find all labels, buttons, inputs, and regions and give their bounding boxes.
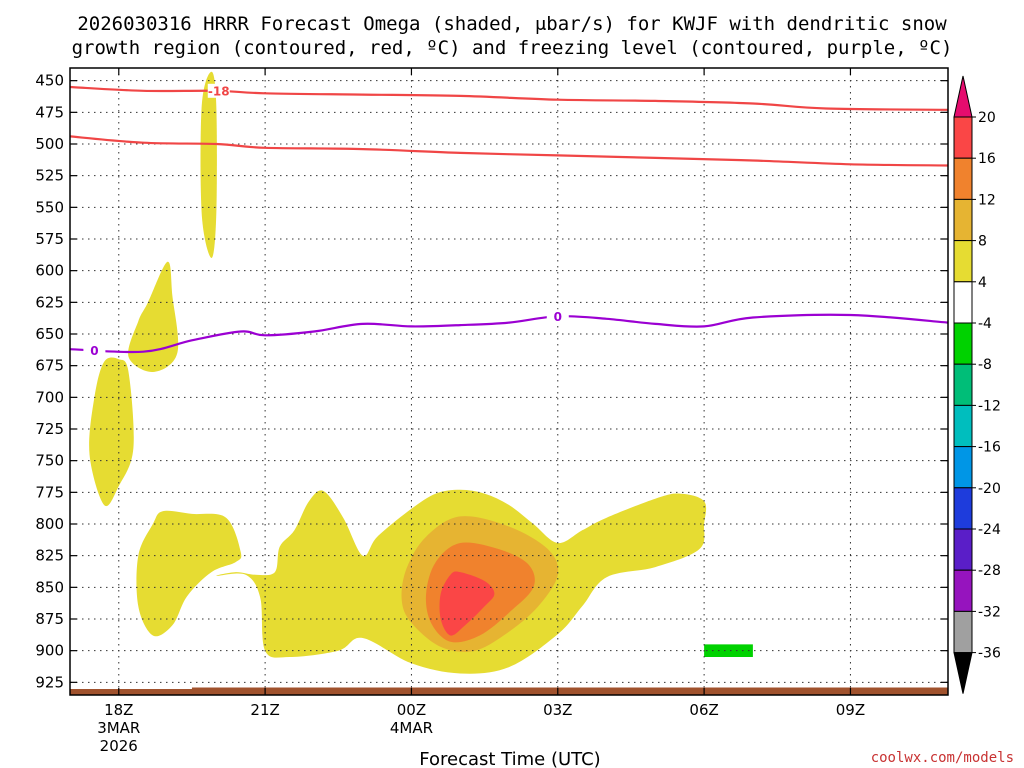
omega-region-3 [136,510,242,637]
x-tick-label-06Z: 06Z [689,701,718,719]
colorbar-band-3 [953,198,973,242]
x-tick-label-03Z: 03Z [543,701,572,719]
colorbar-band-12 [953,569,973,612]
contour-label-minus18: -18 [208,84,230,98]
colorbar-band-13 [953,610,973,654]
x-tick-sublabel-18Z: 3MAR [97,719,140,737]
y-tick-label-700: 700 [35,388,64,406]
contour-label-0-left-bg [83,343,106,358]
terrain-surface [70,687,948,695]
omega-region-8 [704,644,753,657]
y-tick-label-500: 500 [35,135,64,153]
y-tick-label-900: 900 [35,642,64,660]
y-tick-label-850: 850 [35,578,64,596]
colorbar-band-7 [953,363,973,406]
contour-label-0-right: 0 [554,310,562,324]
watermark: coolwx.com/models [871,750,1014,766]
contour-label-minus18-bg [207,83,230,98]
colorbar-tick-label-2: 12 [978,192,996,208]
colorbar-band-6 [953,322,973,365]
colorbar-band-10 [953,487,973,530]
y-tick-label-525: 525 [35,167,64,185]
x-tick-sublabel-00Z: 4MAR [390,719,433,737]
colorbar-band-4 [953,240,973,283]
chart-title-line1: 2026030316 HRRR Forecast Omega (shaded, … [77,13,947,35]
omega-region-1 [128,261,179,373]
colorbar-tick-label-1: 16 [978,151,996,167]
y-tick-label-725: 725 [35,420,64,438]
colorbar-band-5 [953,281,973,324]
colorbar-top-arrow [953,75,973,118]
contour-label-0-right-bg [546,309,569,324]
x-tick-label-00Z: 00Z [397,701,426,719]
contour-label-0-left: 0 [90,344,98,358]
x-axis-label: Forecast Time (UTC) [419,749,600,768]
colorbar-tick-label-5: -4 [978,316,992,332]
colorbar-tick-label-6: -8 [978,357,992,373]
contour-line-1 [70,135,948,167]
y-tick-label-675: 675 [35,357,64,375]
colorbar-tick-label-12: -32 [978,604,1001,620]
omega-region-0 [200,71,217,258]
contour-line-2 [70,313,948,354]
omega-region-7 [439,571,495,636]
colorbar-tick-label-11: -28 [978,563,1001,579]
y-tick-label-450: 450 [35,72,64,90]
y-tick-label-800: 800 [35,515,64,533]
x-tick-label-18Z: 18Z [104,701,133,719]
colorbar-tick-label-3: 8 [978,234,987,250]
colorbar-band-9 [953,446,973,489]
colorbar-tick-label-9: -20 [978,481,1001,497]
colorbar-band-2 [953,157,973,200]
contour-line-0 [70,85,948,111]
y-tick-label-650: 650 [35,325,64,343]
colorbar-band-11 [953,528,973,571]
colorbar-tick-label-7: -12 [978,398,1001,414]
colorbar-band-8 [953,404,973,448]
omega-region-2 [89,357,134,507]
colorbar-band-1 [953,116,973,159]
x-tick-label-09Z: 09Z [836,701,865,719]
y-tick-label-600: 600 [35,262,64,280]
y-tick-label-925: 925 [35,673,64,691]
y-tick-label-550: 550 [35,198,64,216]
y-tick-label-825: 825 [35,547,64,565]
colorbar-tick-label-0: 20 [978,110,996,126]
plot-area: -18 0 0 [70,68,948,695]
x-tick-year-18Z: 2026 [100,737,138,755]
colorbar-tick-label-13: -36 [978,646,1001,662]
colorbar-tick-label-8: -16 [978,440,1001,456]
y-tick-label-475: 475 [35,103,64,121]
y-tick-label-875: 875 [35,610,64,628]
y-tick-label-750: 750 [35,452,64,470]
y-tick-label-625: 625 [35,293,64,311]
x-tick-label-21Z: 21Z [250,701,279,719]
y-tick-label-775: 775 [35,483,64,501]
colorbar-tick-label-4: 4 [978,275,987,291]
y-tick-label-575: 575 [35,230,64,248]
plot-frame [69,67,949,696]
colorbar-bottom-arrow [953,652,973,694]
colorbar-tick-label-10: -24 [978,522,1001,538]
chart-title-line2: growth region (contoured, red, ºC) and f… [72,37,953,59]
